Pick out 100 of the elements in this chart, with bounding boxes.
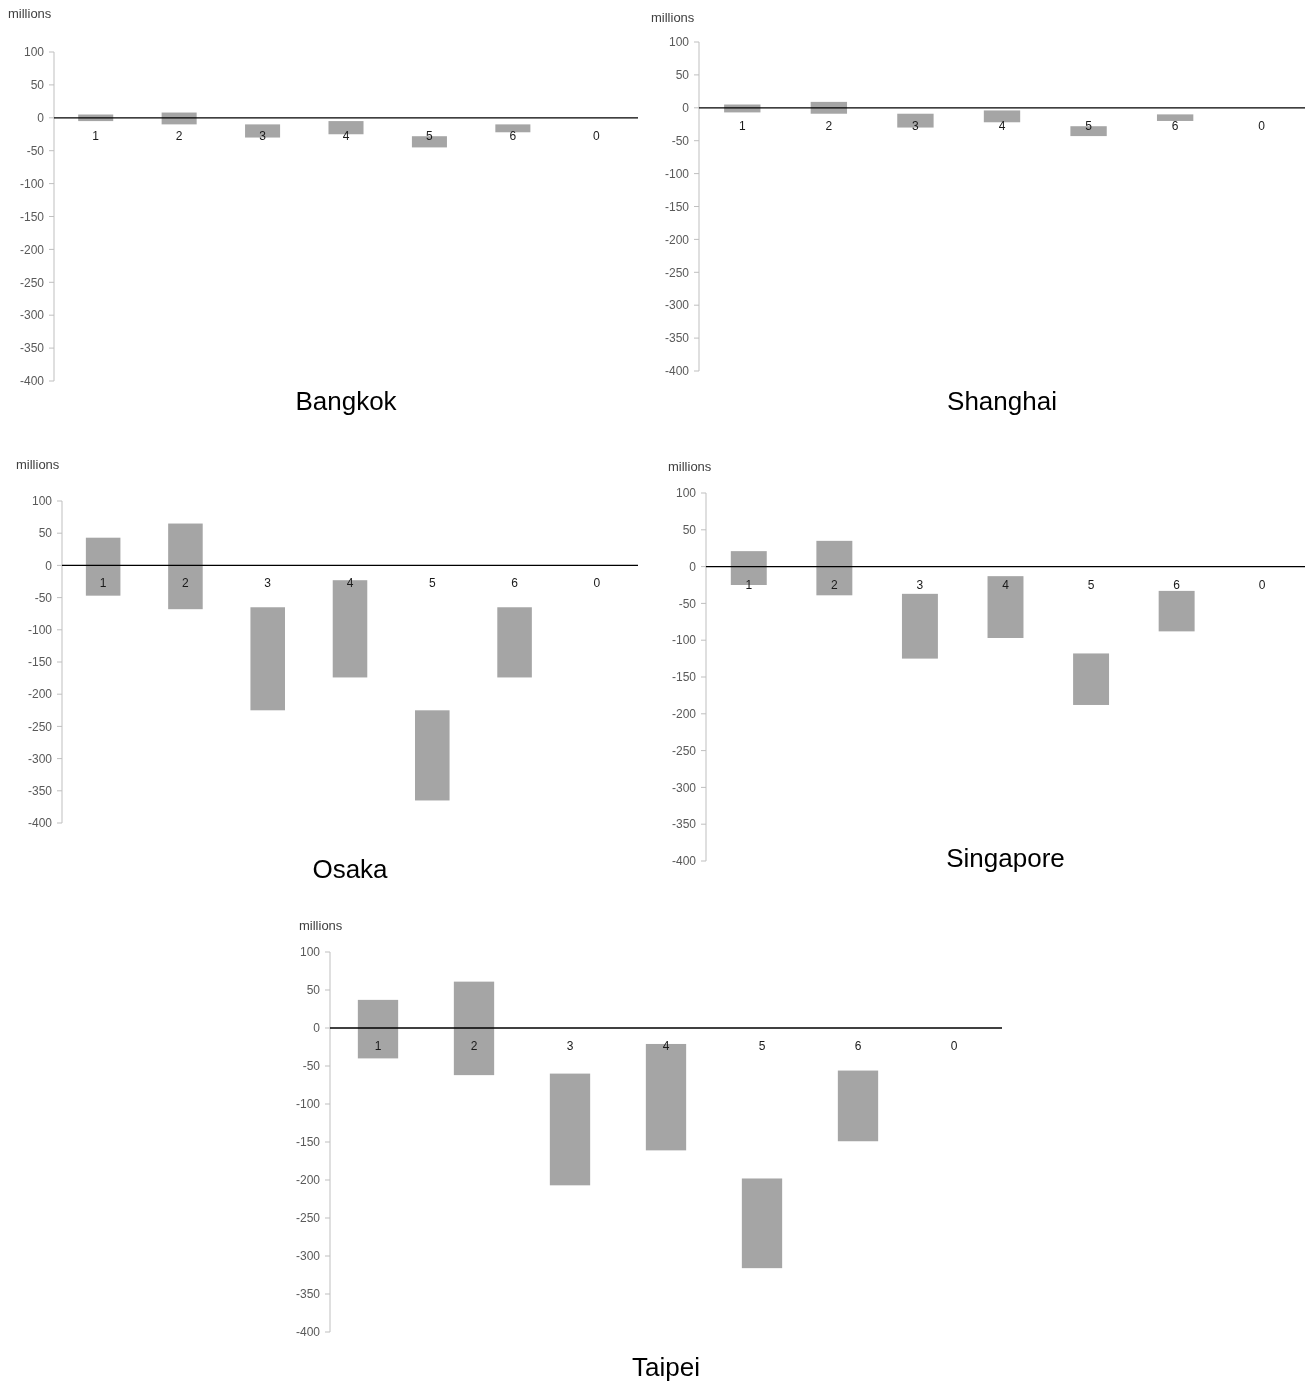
bar [1156, 114, 1194, 121]
y-axis-title: millions [651, 10, 695, 25]
bar [497, 607, 532, 678]
x-tick-label: 3 [566, 1039, 574, 1053]
y-tick-label: -200 [27, 687, 53, 702]
y-tick-label: -150 [664, 199, 690, 214]
y-axis-title: millions [16, 457, 60, 472]
y-tick-label: -150 [19, 209, 45, 224]
y-tick-label: -250 [19, 275, 45, 290]
x-tick-label: 5 [426, 128, 434, 143]
y-tick-label: -400 [671, 854, 697, 869]
bar [1073, 653, 1110, 705]
x-tick-label: 0 [592, 128, 600, 143]
bar [901, 593, 938, 659]
y-tick-label: -150 [671, 670, 697, 685]
x-tick-label: 4 [342, 128, 350, 143]
bar [415, 710, 450, 801]
y-tick-label: -350 [19, 341, 45, 356]
x-tick-label: 6 [511, 576, 519, 591]
y-tick-label: -100 [19, 176, 45, 191]
x-tick-label: 3 [916, 577, 924, 592]
x-tick-label: 6 [509, 128, 517, 143]
y-tick-label: -200 [664, 232, 690, 247]
x-tick-label: 0 [1258, 577, 1266, 592]
bar [1158, 590, 1195, 632]
y-tick-label: 50 [38, 526, 53, 541]
x-tick-label: 5 [1087, 577, 1095, 592]
bar [983, 110, 1021, 123]
y-tick-label: -400 [27, 816, 53, 831]
y-tick-label: 0 [45, 558, 53, 573]
bar [837, 1070, 879, 1142]
y-tick-label: 100 [23, 45, 45, 60]
y-axis-title: millions [668, 459, 712, 474]
y-tick-label: 50 [306, 983, 321, 998]
x-tick-label: 0 [593, 576, 601, 591]
y-tick-label: -50 [26, 143, 45, 158]
x-tick-label: 2 [825, 118, 833, 133]
bar [168, 523, 203, 610]
bar [645, 1043, 687, 1151]
y-tick-label: -400 [19, 374, 45, 389]
y-tick-label: 50 [30, 78, 45, 93]
x-tick-label: 1 [374, 1039, 382, 1053]
y-tick-label: 100 [675, 486, 697, 501]
y-tick-label: -250 [27, 719, 53, 734]
y-tick-label: -250 [664, 265, 690, 280]
y-tick-label: -50 [34, 590, 53, 605]
x-tick-label: 4 [346, 576, 354, 591]
x-tick-label: 6 [1173, 577, 1181, 592]
y-tick-label: -150 [27, 655, 53, 670]
y-tick-label: 50 [682, 523, 697, 537]
y-tick-label: 0 [313, 1021, 321, 1036]
y-tick-label: -250 [295, 1211, 321, 1226]
text: Taipei [632, 1352, 700, 1382]
bar [332, 580, 368, 678]
y-tick-label: -50 [678, 596, 697, 611]
x-tick-label: 6 [1171, 118, 1179, 133]
bar [987, 576, 1024, 638]
x-tick-label: 1 [92, 128, 100, 143]
y-tick-label: -100 [664, 166, 690, 181]
y-axis-title: millions [299, 918, 343, 933]
x-tick-label: 3 [264, 576, 272, 591]
x-tick-label: 1 [738, 118, 746, 133]
y-tick-label: -200 [295, 1173, 321, 1188]
y-tick-label: 100 [299, 945, 321, 960]
y-tick-label: 0 [689, 559, 697, 574]
y-tick-label: -100 [671, 633, 697, 648]
y-tick-label: -350 [671, 817, 697, 832]
x-tick-label: 5 [428, 576, 436, 591]
bar [810, 101, 848, 114]
x-tick-label: 5 [1085, 118, 1093, 133]
y-tick-label: 100 [31, 494, 53, 509]
y-tick-label: -300 [664, 298, 690, 313]
bar [816, 540, 853, 596]
y-tick-label: -100 [295, 1097, 321, 1112]
y-tick-label: -300 [671, 780, 697, 795]
text: Singapore [946, 843, 1065, 873]
x-tick-label: 6 [854, 1039, 862, 1053]
y-tick-label: -250 [671, 743, 697, 758]
bar [453, 981, 495, 1076]
text: Shanghai [947, 386, 1057, 416]
y-tick-label: -50 [671, 133, 690, 148]
y-tick-label: -150 [295, 1135, 321, 1150]
text: Bangkok [295, 386, 398, 416]
bar [357, 999, 399, 1059]
x-tick-label: 2 [470, 1039, 478, 1053]
y-tick-label: -300 [19, 308, 45, 323]
y-tick-label: -200 [19, 242, 45, 257]
x-tick-label: 0 [1258, 118, 1266, 133]
y-tick-label: -300 [27, 751, 53, 766]
y-tick-label: 0 [682, 101, 690, 115]
x-tick-label: 5 [758, 1039, 766, 1053]
x-tick-label: 1 [99, 576, 107, 591]
x-tick-label: 2 [175, 128, 183, 143]
bar [549, 1073, 591, 1186]
y-tick-label: 50 [675, 68, 690, 83]
y-axis-title: millions [8, 6, 52, 21]
y-tick-label: -300 [295, 1249, 321, 1264]
bar [250, 607, 285, 711]
y-tick-label: -350 [295, 1287, 321, 1302]
text: Osaka [312, 854, 389, 884]
